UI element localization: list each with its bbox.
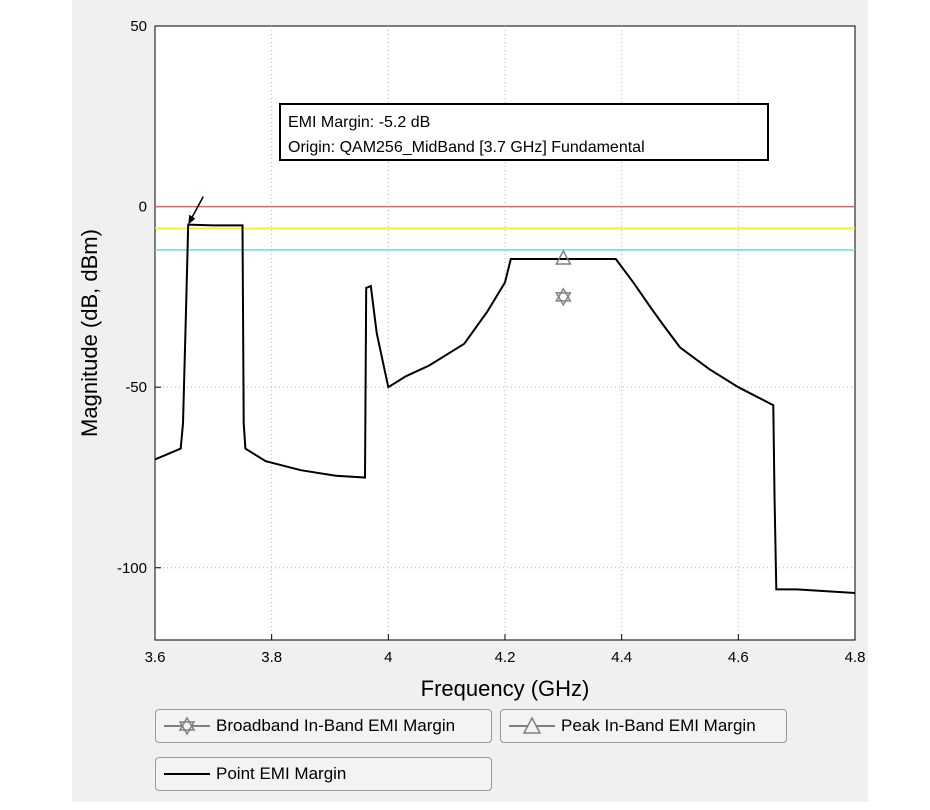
legend-label-point: Point EMI Margin	[216, 764, 347, 783]
series-layer	[155, 223, 855, 594]
annotation-line-2: Origin: QAM256_MidBand [3.7 GHz] Fundame…	[288, 139, 645, 156]
x-tick-label: 4.2	[495, 649, 516, 666]
x-tick-label: 4.4	[611, 649, 632, 666]
x-tick-label: 3.8	[261, 649, 282, 666]
legend-item-peak[interactable]: Peak In-Band EMI Margin	[500, 709, 787, 743]
star-icon	[164, 716, 210, 736]
legend-item-broadband[interactable]: Broadband In-Band EMI Margin	[155, 709, 492, 743]
tick-labels: 3.6 3.8 4 4.2 4.4 4.6 4.8 50 0 -50 -100	[117, 18, 865, 666]
y-axis-title: Magnitude (dB, dBm)	[77, 229, 102, 437]
y-tick-label: -50	[125, 379, 147, 396]
legend-label-broadband: Broadband In-Band EMI Margin	[216, 716, 456, 735]
y-tick-label: 50	[130, 18, 147, 35]
broadband-marker	[555, 287, 572, 307]
series-line-point-emi-margin	[155, 223, 855, 594]
annotation-box: EMI Margin: -5.2 dB Origin: QAM256_MidBa…	[279, 103, 769, 161]
x-tick-label: 3.6	[145, 649, 166, 666]
peak-marker	[555, 249, 572, 265]
y-tick-label: -100	[117, 560, 147, 577]
legend-label-peak: Peak In-Band EMI Margin	[561, 716, 756, 735]
x-axis-title: Frequency (GHz)	[421, 676, 590, 701]
triangle-icon	[509, 716, 555, 734]
legend-item-point[interactable]: Point EMI Margin	[155, 757, 492, 791]
x-tick-label: 4.6	[728, 649, 749, 666]
marker-layer	[188, 196, 572, 307]
annotation-line-1: EMI Margin: -5.2 dB	[288, 114, 430, 131]
x-tick-label: 4	[384, 649, 392, 666]
point-arrow	[188, 196, 204, 225]
y-tick-label: 0	[139, 199, 147, 216]
x-tick-label: 4.8	[845, 649, 866, 666]
line-icon	[164, 773, 210, 775]
reference-lines	[155, 205, 855, 251]
